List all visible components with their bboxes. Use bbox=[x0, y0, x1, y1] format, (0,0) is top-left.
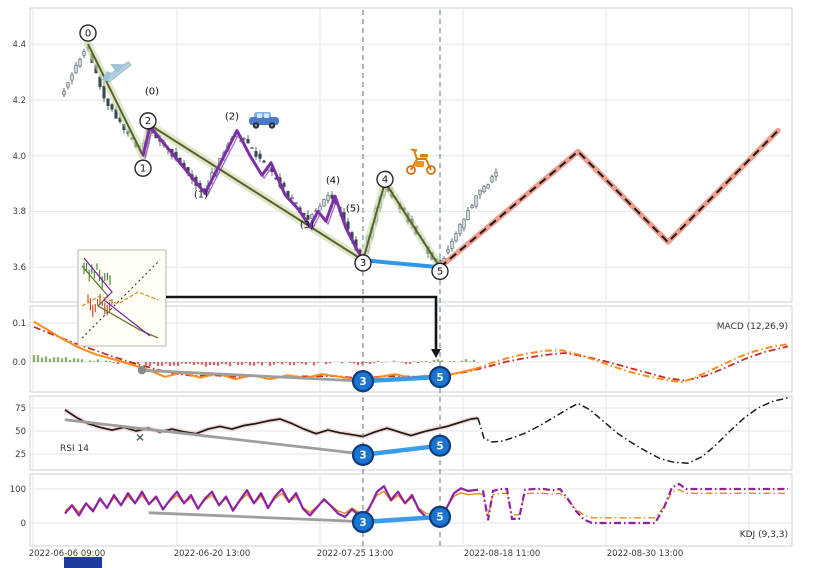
svg-text:5: 5 bbox=[436, 372, 443, 384]
wave-label-(0): (0) bbox=[145, 86, 159, 97]
wave-point-5[interactable]: 5 bbox=[431, 262, 449, 281]
svg-text:3: 3 bbox=[359, 517, 366, 529]
svg-text:0: 0 bbox=[85, 28, 91, 39]
cross-mark bbox=[136, 433, 144, 441]
wave-point-0[interactable]: 0 bbox=[79, 24, 97, 42]
x-tick: 2022-06-20 13:00 bbox=[174, 549, 251, 559]
x-tick: 2022-06-06 09:00 bbox=[29, 549, 106, 559]
window-fragment bbox=[64, 557, 102, 568]
svg-text:5: 5 bbox=[437, 267, 443, 278]
y-tick: 4.0 bbox=[12, 152, 26, 162]
vehicle-icons bbox=[101, 61, 436, 175]
wave-label-(4): (4) bbox=[326, 176, 340, 187]
wave-label-(2): (2) bbox=[225, 111, 239, 122]
y-tick: 4.4 bbox=[12, 40, 26, 50]
svg-text:3: 3 bbox=[359, 376, 366, 388]
y-tick: 50 bbox=[15, 427, 26, 437]
y-tick: 3.8 bbox=[12, 207, 26, 217]
marker-5 bbox=[428, 505, 452, 528]
marker-3 bbox=[351, 443, 375, 467]
svg-text:5: 5 bbox=[436, 441, 443, 453]
svg-text:4: 4 bbox=[382, 175, 388, 186]
svg-text:3: 3 bbox=[359, 450, 366, 462]
wave-point-2[interactable]: 2 bbox=[139, 112, 157, 130]
airplane-icon bbox=[101, 61, 132, 83]
y-tick: 25 bbox=[15, 450, 26, 460]
x-tick: 2022-08-18 11:00 bbox=[464, 549, 541, 559]
arrow-head-icon bbox=[431, 349, 441, 358]
wave-label-(3): (3) bbox=[300, 220, 314, 231]
kdj-lines bbox=[64, 482, 788, 525]
y-tick: 0.1 bbox=[12, 319, 26, 329]
x-tick: 2022-08-30 13:00 bbox=[607, 549, 684, 559]
car-icon bbox=[249, 112, 279, 129]
pattern-inset[interactable] bbox=[77, 249, 167, 347]
y-tick: 4.2 bbox=[12, 96, 26, 106]
svg-text:2: 2 bbox=[145, 116, 151, 127]
rsi-panel-label: RSI 14 bbox=[60, 444, 89, 454]
macd-histogram bbox=[32, 355, 480, 367]
svg-text:5: 5 bbox=[436, 512, 443, 524]
wave-label-(1): (1) bbox=[194, 189, 208, 200]
x-tick: 2022-07-25 13:00 bbox=[317, 549, 394, 559]
wave-point-3[interactable]: 3 bbox=[354, 254, 372, 272]
marker-3 bbox=[351, 370, 375, 393]
y-tick: 0.0 bbox=[12, 358, 26, 368]
wave-label-(5): (5) bbox=[346, 203, 360, 214]
elliott-waves bbox=[84, 40, 781, 272]
wave-point-4[interactable]: 4 bbox=[376, 170, 394, 189]
y-tick: 100 bbox=[10, 485, 26, 495]
macd-panel-label: MACD (12,26,9) bbox=[717, 322, 788, 332]
marker-5 bbox=[428, 365, 452, 389]
rsi-wave-markers[interactable]: 35 bbox=[351, 434, 452, 467]
wave-point-1[interactable]: 1 bbox=[134, 159, 152, 177]
scooter-icon bbox=[406, 148, 436, 175]
axis-labels: 4.4 4.2 4.0 3.8 3.6 0.1 0.0 75 50 25 100… bbox=[10, 40, 788, 559]
trend-start-dot bbox=[137, 365, 147, 375]
marker-3 bbox=[351, 510, 375, 534]
svg-text:1: 1 bbox=[140, 163, 146, 174]
inset-connector-arrow bbox=[166, 295, 441, 358]
y-tick: 3.6 bbox=[12, 263, 26, 273]
marker-5 bbox=[428, 434, 452, 457]
svg-text:3: 3 bbox=[360, 258, 366, 269]
y-tick: 0 bbox=[21, 519, 26, 529]
y-tick: 75 bbox=[15, 404, 26, 414]
macd-lines bbox=[33, 320, 789, 384]
kdj-panel-label: KDJ (9,3,3) bbox=[740, 530, 788, 540]
rsi-lines bbox=[63, 397, 789, 464]
